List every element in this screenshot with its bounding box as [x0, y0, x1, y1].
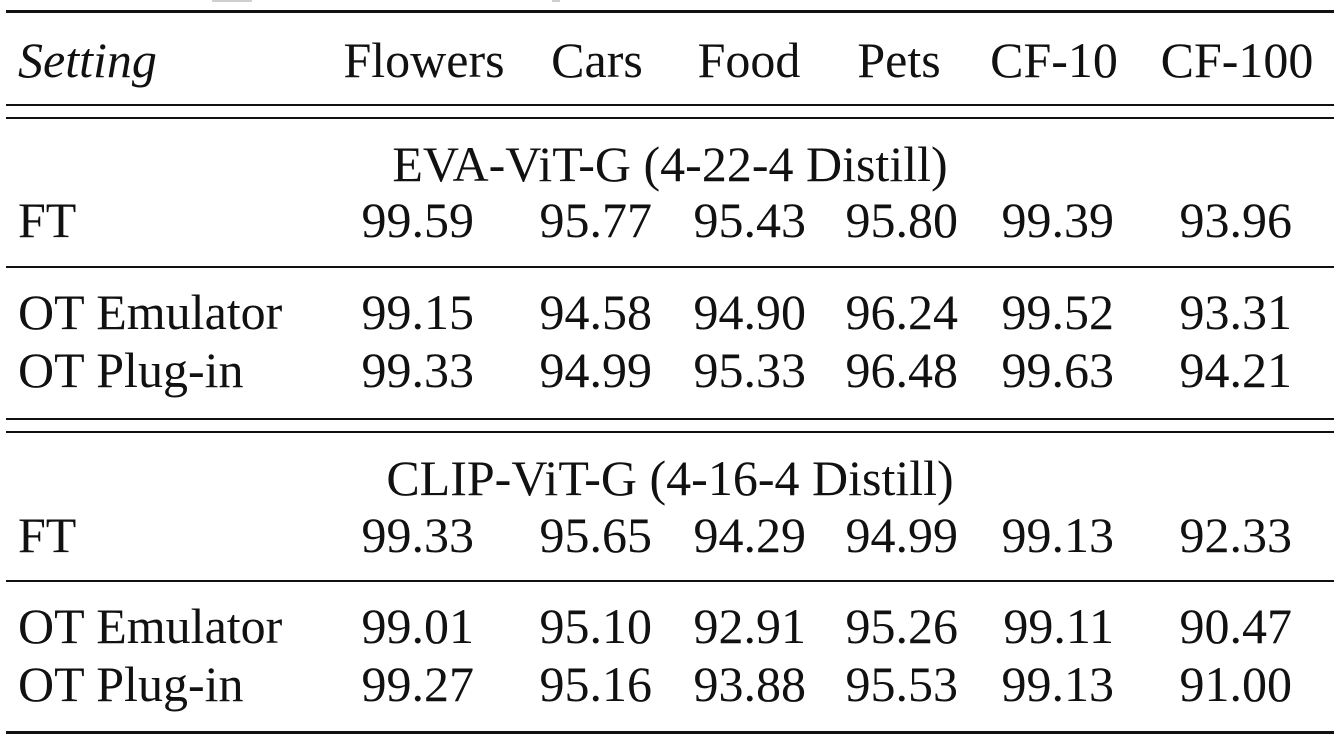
cell-flowers: 99.33	[361, 342, 475, 398]
cell-pets: 95.26	[845, 598, 959, 654]
header-cf10: CF-10	[990, 32, 1118, 88]
table-row: OT Emulator 99.01 95.10 92.91 95.26 99.1…	[6, 596, 1334, 656]
section-title-clip: CLIP-ViT-G (4-16-4 Distill)	[386, 450, 954, 506]
cell-flowers: 99.33	[361, 507, 475, 563]
header-flowers: Flowers	[343, 32, 505, 88]
cell-food: 93.88	[693, 656, 807, 712]
row-setting: OT Emulator	[18, 284, 283, 340]
results-table: Setting Flowers Cars Food Pets CF-10 CF-…	[6, 0, 1334, 744]
table-row: FT 99.33 95.65 94.29 94.99 99.13 92.33	[6, 505, 1334, 565]
section-double-rule-bottom	[6, 431, 1334, 433]
row-setting: FT	[18, 507, 77, 563]
cell-food: 95.43	[693, 192, 807, 248]
cell-food: 94.29	[693, 507, 807, 563]
cell-cars: 94.58	[539, 284, 653, 340]
section-title-eva: EVA-ViT-G (4-22-4 Distill)	[392, 136, 948, 192]
cell-cf10: 99.13	[1001, 656, 1115, 712]
section-double-rule-top	[6, 418, 1334, 420]
cell-pets: 96.24	[845, 284, 959, 340]
table-row: OT Plug-in 99.27 95.16 93.88 95.53 99.13…	[6, 654, 1334, 714]
cell-cf10: 99.52	[1001, 284, 1115, 340]
cell-flowers: 99.01	[361, 598, 475, 654]
cell-food: 94.90	[693, 284, 807, 340]
header-row: Setting Flowers Cars Food Pets CF-10 CF-…	[6, 30, 1334, 90]
cell-food: 92.91	[693, 598, 807, 654]
header-setting: Setting	[18, 32, 157, 88]
cell-flowers: 99.27	[361, 656, 475, 712]
cell-cars: 95.16	[539, 656, 653, 712]
header-cars: Cars	[551, 32, 643, 88]
group-rule	[6, 580, 1334, 582]
group-rule	[6, 266, 1334, 268]
row-setting: OT Plug-in	[18, 342, 244, 398]
cell-flowers: 99.15	[361, 284, 475, 340]
cell-pets: 95.80	[845, 192, 959, 248]
header-double-rule-bottom	[6, 117, 1334, 119]
cell-food: 95.33	[693, 342, 807, 398]
header-food: Food	[697, 32, 801, 88]
table-row: OT Plug-in 99.33 94.99 95.33 96.48 99.63…	[6, 340, 1334, 400]
cell-cf100: 92.33	[1179, 507, 1293, 563]
cell-pets: 94.99	[845, 507, 959, 563]
cell-cf100: 94.21	[1179, 342, 1293, 398]
cell-cf10: 99.63	[1001, 342, 1115, 398]
cell-cars: 94.99	[539, 342, 653, 398]
top-rule	[6, 10, 1334, 13]
cell-cars: 95.77	[539, 192, 653, 248]
cell-cf100: 93.31	[1179, 284, 1293, 340]
cell-cars: 95.65	[539, 507, 653, 563]
table-row: FT 99.59 95.77 95.43 95.80 99.39 93.96	[6, 190, 1334, 250]
cell-cf100: 91.00	[1179, 656, 1293, 712]
cell-pets: 96.48	[845, 342, 959, 398]
row-setting: FT	[18, 192, 77, 248]
header-pets: Pets	[857, 32, 941, 88]
row-setting: OT Plug-in	[18, 656, 244, 712]
cropped-top-edge	[212, 0, 560, 2]
cell-cf10: 99.13	[1001, 507, 1115, 563]
cell-cf10: 99.11	[1003, 598, 1114, 654]
table-row: OT Emulator 99.15 94.58 94.90 96.24 99.5…	[6, 282, 1334, 342]
header-cf100: CF-100	[1160, 32, 1314, 88]
bottom-rule	[6, 731, 1334, 734]
cell-cf100: 90.47	[1179, 598, 1293, 654]
cell-flowers: 99.59	[361, 192, 475, 248]
header-double-rule-top	[6, 104, 1334, 106]
cell-cf10: 99.39	[1001, 192, 1115, 248]
row-setting: OT Emulator	[18, 598, 283, 654]
cell-pets: 95.53	[845, 656, 959, 712]
cell-cars: 95.10	[539, 598, 653, 654]
cell-cf100: 93.96	[1179, 192, 1293, 248]
